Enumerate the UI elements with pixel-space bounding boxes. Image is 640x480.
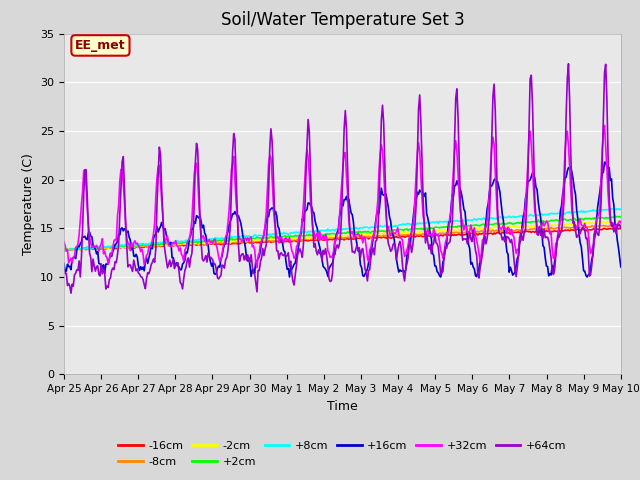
+64cm (617, 225, 625, 231)
+64cm (399, 272, 407, 277)
-2cm (470, 226, 478, 231)
Y-axis label: Temperature (C): Temperature (C) (22, 153, 35, 255)
Text: EE_met: EE_met (75, 39, 126, 52)
-16cm (614, 225, 621, 231)
+32cm (601, 122, 609, 128)
Legend: -16cm, -8cm, -2cm, +2cm, +8cm, +16cm, +32cm, +64cm: -16cm, -8cm, -2cm, +2cm, +8cm, +16cm, +3… (114, 437, 571, 471)
+16cm (234, 213, 241, 219)
-8cm (614, 222, 621, 228)
-16cm (617, 226, 625, 232)
+16cm (601, 159, 609, 165)
+8cm (399, 221, 407, 227)
+16cm (285, 274, 293, 280)
+2cm (60, 248, 68, 254)
-16cm (234, 240, 242, 246)
Title: Soil/Water Temperature Set 3: Soil/Water Temperature Set 3 (221, 11, 464, 29)
-2cm (234, 238, 242, 243)
-8cm (399, 232, 407, 238)
+2cm (399, 227, 406, 232)
-2cm (60, 247, 68, 252)
Line: -16cm: -16cm (64, 228, 621, 250)
+8cm (234, 234, 242, 240)
+8cm (567, 210, 575, 216)
-8cm (373, 234, 381, 240)
+16cm (296, 233, 304, 239)
+8cm (470, 216, 478, 222)
-16cm (296, 239, 304, 244)
+32cm (234, 211, 241, 217)
+32cm (296, 235, 304, 241)
-16cm (60, 246, 68, 252)
+64cm (296, 246, 304, 252)
Line: +8cm: +8cm (64, 209, 621, 251)
+32cm (373, 210, 381, 216)
-8cm (234, 240, 242, 245)
+8cm (373, 224, 381, 230)
+64cm (564, 61, 572, 67)
-8cm (296, 236, 304, 242)
+16cm (617, 264, 625, 270)
+2cm (611, 213, 619, 219)
+64cm (470, 239, 478, 244)
Line: +2cm: +2cm (64, 216, 621, 251)
+64cm (234, 241, 242, 247)
-2cm (399, 230, 407, 236)
-8cm (567, 225, 575, 231)
+32cm (617, 220, 625, 226)
+64cm (568, 192, 576, 197)
-16cm (68, 247, 76, 253)
+16cm (567, 164, 575, 170)
+64cm (60, 268, 68, 274)
-8cm (470, 229, 478, 235)
-16cm (567, 227, 575, 233)
-16cm (399, 233, 407, 239)
-2cm (607, 218, 614, 224)
+2cm (617, 214, 625, 220)
+32cm (253, 265, 261, 271)
+16cm (470, 266, 478, 272)
+64cm (67, 290, 75, 296)
-16cm (373, 235, 381, 240)
-8cm (617, 223, 625, 228)
+16cm (373, 212, 381, 217)
+8cm (60, 247, 68, 252)
-2cm (68, 247, 76, 253)
X-axis label: Time: Time (327, 400, 358, 413)
+2cm (372, 228, 380, 234)
+2cm (566, 217, 573, 223)
-2cm (567, 222, 575, 228)
+32cm (470, 225, 478, 231)
+32cm (399, 246, 407, 252)
-8cm (60, 246, 68, 252)
+2cm (295, 233, 303, 239)
+8cm (617, 206, 625, 212)
-2cm (373, 231, 381, 237)
-2cm (617, 219, 625, 225)
+32cm (60, 239, 68, 244)
+32cm (567, 189, 575, 194)
Line: -8cm: -8cm (64, 225, 621, 250)
-2cm (296, 235, 304, 241)
Line: +32cm: +32cm (64, 125, 621, 268)
+8cm (63, 248, 70, 254)
+2cm (234, 236, 241, 242)
+16cm (60, 261, 68, 266)
Line: -2cm: -2cm (64, 221, 621, 250)
+8cm (296, 229, 304, 235)
+64cm (373, 238, 381, 243)
Line: +16cm: +16cm (64, 162, 621, 277)
-8cm (66, 247, 74, 252)
Line: +64cm: +64cm (64, 64, 621, 293)
+16cm (399, 268, 407, 274)
-16cm (470, 232, 478, 238)
+8cm (614, 206, 621, 212)
+2cm (469, 223, 477, 228)
